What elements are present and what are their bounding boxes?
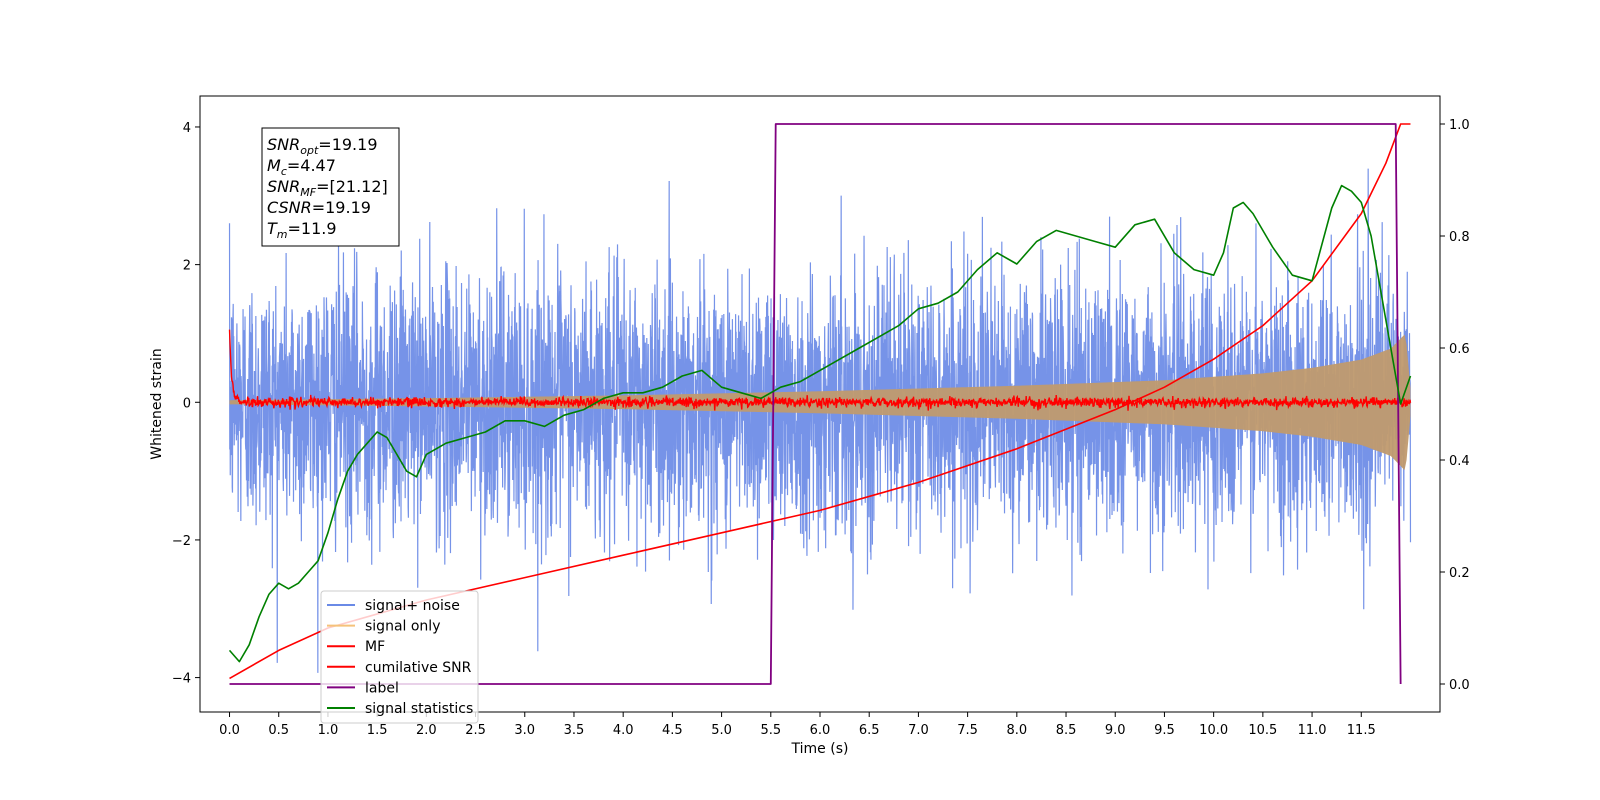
y-axis-left: −4 −2 0 2 4 xyxy=(172,121,200,687)
series-label-line xyxy=(229,123,1402,685)
series-mf-line xyxy=(228,329,1412,411)
x-axis-label: Time (s) xyxy=(791,741,849,757)
y-tick-label: −2 xyxy=(172,534,191,549)
x-tick-label: 7.0 xyxy=(908,723,929,738)
y-right-tick-label: 0.8 xyxy=(1449,230,1470,245)
legend-entry-label: signal only xyxy=(365,619,440,635)
legend-entry-label: signal statistics xyxy=(365,701,473,717)
legend-frame xyxy=(320,590,479,724)
legend: signal+ noise signal only MF cumilative SNR… xyxy=(320,590,479,724)
annotation-box: SNRopt=19.19Mc=4.47SNRMF=[21.12]CSNR=19.… xyxy=(261,127,400,247)
y-right-tick-label: 0.2 xyxy=(1449,566,1470,581)
y-right-tick-label: 0.4 xyxy=(1449,454,1470,469)
x-tick-label: 10.5 xyxy=(1248,723,1277,738)
x-tick-label: 4.0 xyxy=(613,723,634,738)
x-tick-label: 0.5 xyxy=(268,723,289,738)
legend-entry-label: MF xyxy=(365,639,385,655)
y-right-tick-label: 0.0 xyxy=(1449,678,1470,693)
series-signal-noise-line xyxy=(228,168,1412,673)
x-tick-label: 5.0 xyxy=(711,723,732,738)
y-right-tick-label: 1.0 xyxy=(1449,118,1470,133)
y-tick-label: 4 xyxy=(183,121,191,136)
x-tick-label: 7.5 xyxy=(957,723,978,738)
x-tick-label: 8.0 xyxy=(1006,723,1027,738)
legend-entry-label: label xyxy=(365,680,399,696)
y-tick-label: 2 xyxy=(183,259,191,274)
x-tick-label: 1.5 xyxy=(367,723,388,738)
x-tick-label: 9.0 xyxy=(1105,723,1126,738)
series-signal-statistics-line xyxy=(228,184,1412,663)
x-tick-label: 5.5 xyxy=(760,723,781,738)
y-axis-label: Whitened strain xyxy=(149,348,165,459)
annotation-line: Tm=11.9 xyxy=(267,219,337,241)
annotation-line: SNRopt=19.19 xyxy=(267,135,378,157)
x-tick-label: 0.0 xyxy=(219,723,240,738)
legend-entry-label: signal+ noise xyxy=(365,598,460,614)
x-axis: 0.0 0.5 1.0 1.5 2.0 2.5 3.0 3.5 4.0 4.5 5.0 5.5 6.0 6… xyxy=(219,712,1376,738)
x-tick-label: 6.5 xyxy=(859,723,880,738)
x-tick-label: 11.0 xyxy=(1298,723,1327,738)
x-tick-label: 4.5 xyxy=(662,723,683,738)
x-tick-label: 10.0 xyxy=(1199,723,1228,738)
x-tick-label: 8.5 xyxy=(1056,723,1077,738)
x-tick-label: 1.0 xyxy=(318,723,339,738)
x-tick-label: 9.5 xyxy=(1154,723,1175,738)
annotation-line: Mc=4.47 xyxy=(267,156,336,178)
x-tick-label: 11.5 xyxy=(1347,723,1376,738)
y-axis-right: 0.0 0.2 0.4 0.6 0.8 1.0 xyxy=(1440,118,1470,693)
x-tick-label: 3.5 xyxy=(564,723,585,738)
x-tick-label: 3.0 xyxy=(514,723,535,738)
y-right-tick-label: 0.6 xyxy=(1449,342,1470,357)
x-tick-label: 6.0 xyxy=(810,723,831,738)
annotation-frame xyxy=(261,127,400,247)
y-tick-label: −4 xyxy=(172,672,191,687)
x-tick-label: 2.0 xyxy=(416,723,437,738)
annotation-line: SNRMF=[21.12] xyxy=(267,177,388,199)
x-tick-label: 2.5 xyxy=(465,723,486,738)
legend-entry-label: cumilative SNR xyxy=(365,660,472,676)
annotation-line: CSNR=19.19 xyxy=(267,198,371,217)
y-tick-label: 0 xyxy=(183,396,191,411)
